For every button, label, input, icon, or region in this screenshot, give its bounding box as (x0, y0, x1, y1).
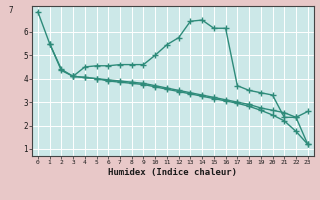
Text: 7: 7 (8, 6, 13, 15)
X-axis label: Humidex (Indice chaleur): Humidex (Indice chaleur) (108, 168, 237, 177)
